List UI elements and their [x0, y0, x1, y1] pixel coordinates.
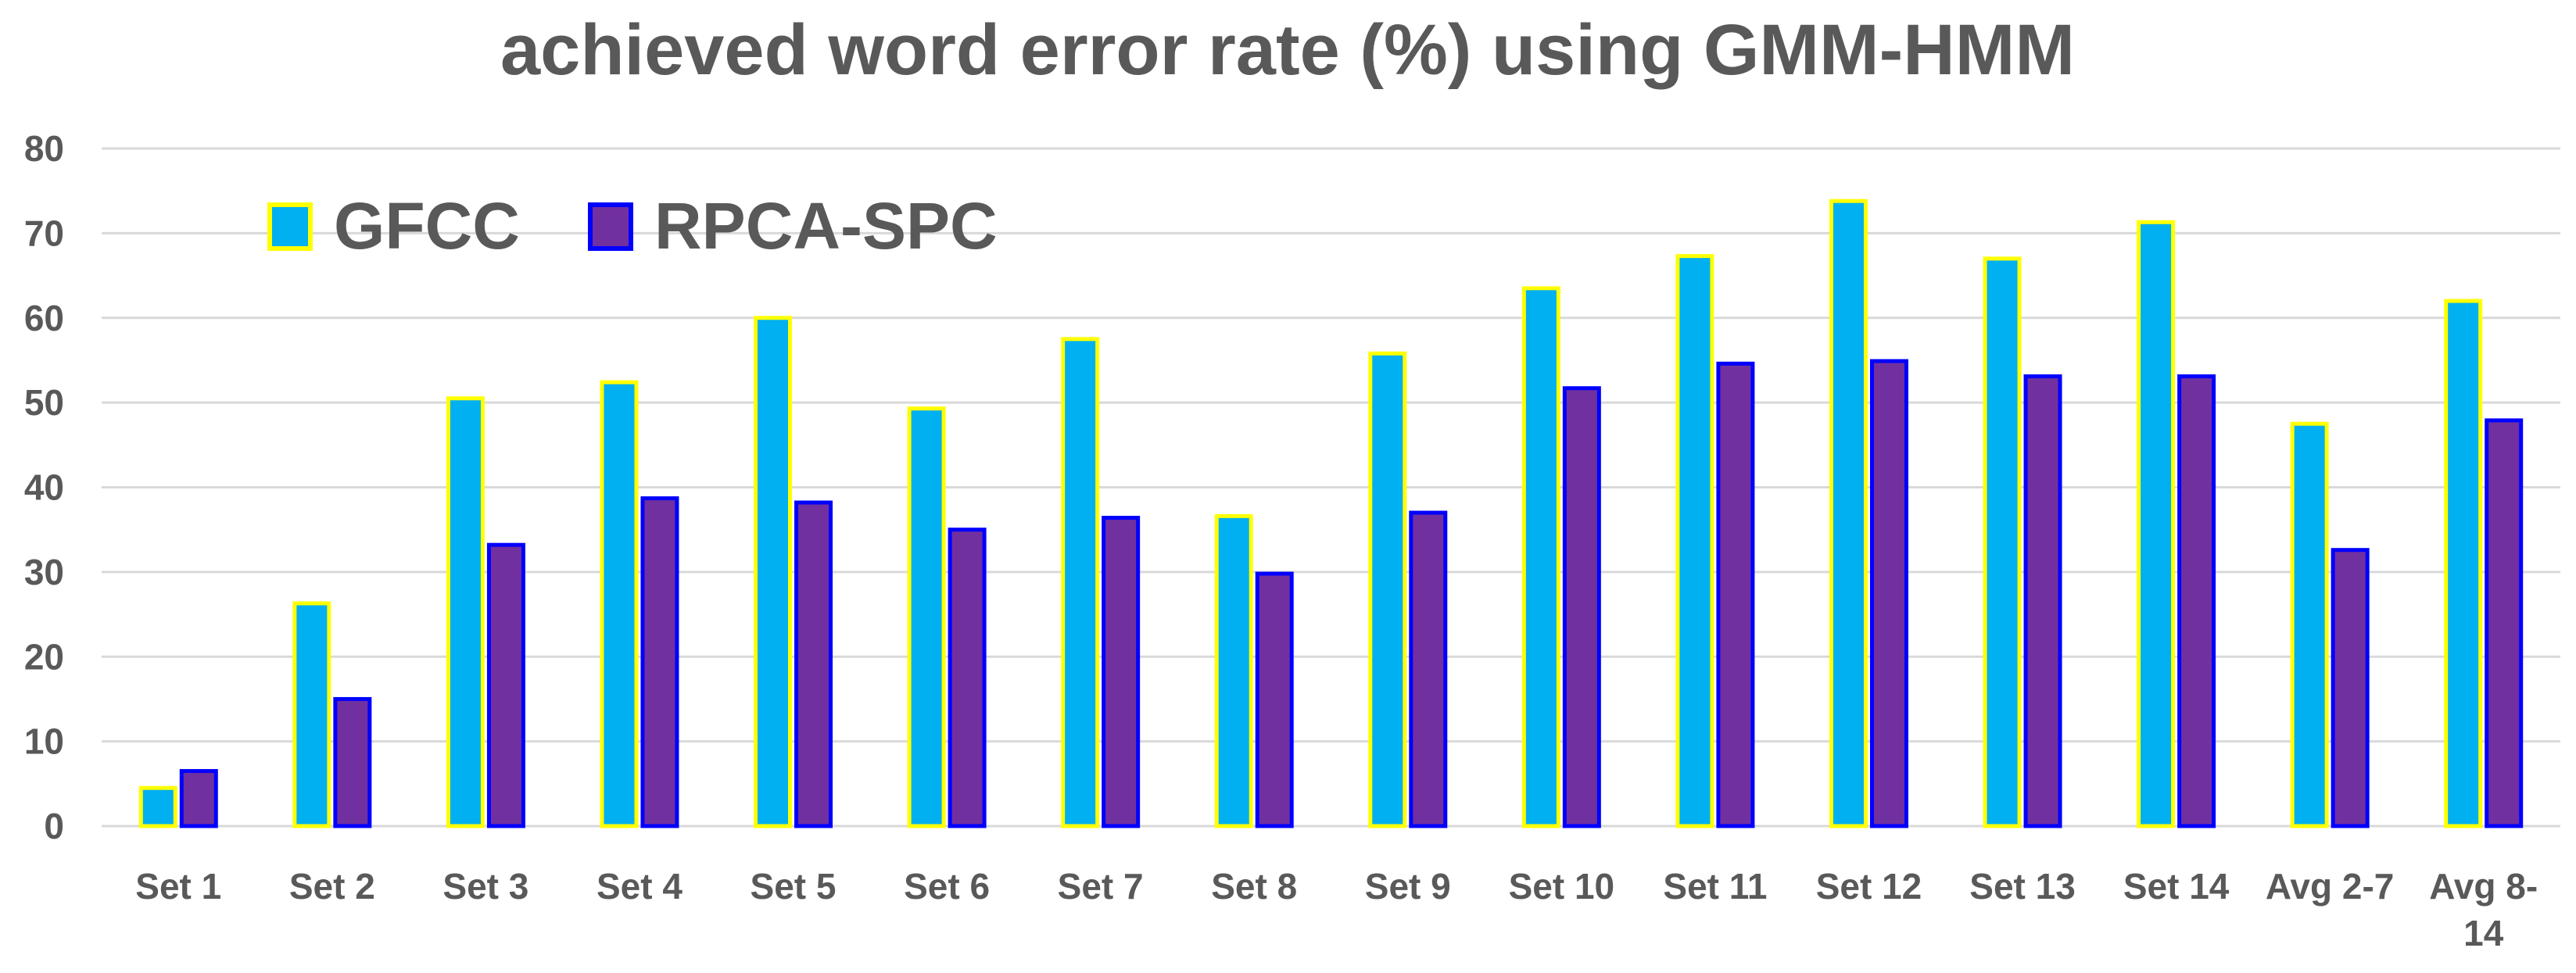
bar-rpca-spc-set-3 — [486, 542, 525, 828]
legend-label-rpca-spc: RPCA-SPC — [654, 189, 998, 263]
y-axis-tick-labels: 0 10 20 30 40 50 60 70 80 — [24, 128, 64, 846]
bar-rpca-spc-set-5 — [794, 500, 833, 828]
x-tick-label: Set 14 — [2123, 866, 2230, 907]
x-tick-label: Set 1 — [135, 866, 221, 907]
bar-rpca-spc-set-4 — [640, 496, 679, 828]
bar-gfcc-set-13 — [1983, 256, 2022, 828]
bar-rpca-spc-set-14 — [2177, 374, 2216, 828]
bars — [138, 199, 2524, 828]
bar-gfcc-set-8 — [1214, 513, 1253, 828]
bar-rpca-spc-avg-2-7 — [2331, 548, 2370, 828]
x-tick-label: 14 — [2463, 913, 2504, 953]
y-tick-label: 50 — [24, 382, 64, 423]
bar-rpca-spc-set-10 — [1562, 386, 1601, 828]
x-tick-label: Set 4 — [597, 866, 683, 907]
x-tick-label: Set 2 — [289, 866, 375, 907]
bar-gfcc-set-9 — [1368, 351, 1407, 828]
x-tick-label: Avg 2-7 — [2266, 866, 2394, 907]
x-tick-label: Set 12 — [1816, 866, 1922, 907]
y-tick-label: 40 — [24, 467, 64, 508]
y-tick-label: 0 — [44, 806, 64, 846]
bar-rpca-spc-set-13 — [2023, 374, 2062, 828]
bar-rpca-spc-set-8 — [1255, 571, 1294, 828]
x-tick-label: Set 11 — [1663, 866, 1767, 907]
y-tick-label: 70 — [24, 213, 64, 253]
bar-gfcc-set-12 — [1829, 199, 1868, 828]
y-tick-label: 20 — [24, 636, 64, 677]
legend: GFCC RPCA-SPC — [267, 189, 998, 263]
x-tick-label: Set 5 — [751, 866, 837, 907]
x-tick-label: Avg 8- — [2429, 866, 2538, 907]
bar-gfcc-set-3 — [446, 396, 485, 828]
x-tick-label: Set 6 — [904, 866, 990, 907]
x-tick-label: Set 13 — [1969, 866, 2076, 907]
y-tick-label: 60 — [24, 298, 64, 338]
bar-gfcc-set-5 — [754, 316, 793, 828]
y-tick-label: 10 — [24, 721, 64, 762]
bar-gfcc-set-10 — [1521, 286, 1560, 828]
x-tick-label: Set 10 — [1509, 866, 1615, 907]
bar-gfcc-avg-8-14 — [2444, 299, 2483, 828]
legend-swatch-gfcc — [267, 202, 313, 251]
x-tick-label: Set 3 — [442, 866, 528, 907]
bar-gfcc-set-14 — [2137, 220, 2176, 828]
bar-rpca-spc-avg-8-14 — [2485, 418, 2524, 828]
bar-rpca-spc-set-11 — [1716, 361, 1755, 828]
bar-gfcc-set-7 — [1061, 337, 1100, 828]
x-tick-label: Set 7 — [1058, 866, 1144, 907]
bar-rpca-spc-set-2 — [333, 696, 372, 828]
bar-gfcc-set-11 — [1675, 254, 1714, 828]
chart-title: achieved word error rate (%) using GMM-H… — [500, 10, 2075, 90]
bar-gfcc-set-4 — [600, 380, 639, 828]
bar-gfcc-set-2 — [292, 601, 331, 828]
legend-swatch-rpca-spc — [588, 202, 633, 251]
bar-rpca-spc-set-6 — [948, 528, 987, 828]
x-tick-label: Set 8 — [1211, 866, 1297, 907]
x-tick-label: Set 9 — [1365, 866, 1451, 907]
y-tick-label: 30 — [24, 552, 64, 592]
bar-gfcc-set-1 — [138, 785, 177, 828]
bar-gfcc-set-6 — [907, 406, 946, 828]
bar-rpca-spc-set-12 — [1869, 359, 1908, 828]
bar-rpca-spc-set-1 — [179, 769, 218, 828]
x-axis-tick-labels: Set 1 Set 2 Set 3 Set 4 Set 5 Set 6 Set 7 Set 8… — [135, 866, 2538, 953]
bar-rpca-spc-set-7 — [1102, 516, 1141, 828]
bar-gfcc-avg-2-7 — [2290, 421, 2329, 828]
legend-label-gfcc: GFCC — [334, 189, 520, 263]
bar-rpca-spc-set-9 — [1409, 510, 1448, 828]
y-tick-label: 80 — [24, 128, 64, 169]
